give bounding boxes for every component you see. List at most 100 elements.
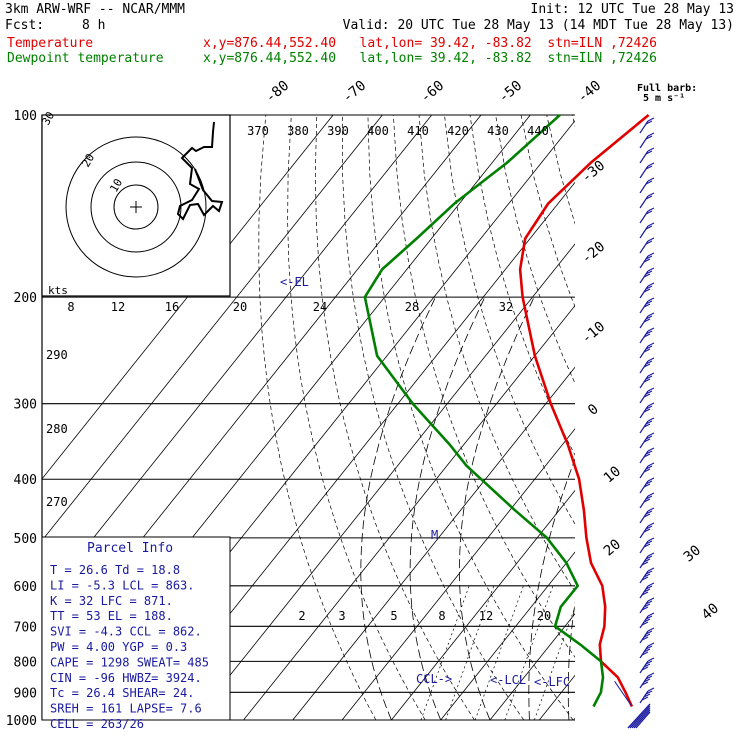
wind-barb-flag — [648, 688, 654, 691]
isotherm-label: -80 — [263, 78, 293, 107]
wind-barb-flag — [648, 313, 654, 316]
isotherm-label: -70 — [340, 78, 370, 107]
wind-barb-flag — [648, 328, 654, 331]
pressure-label: 100 — [14, 109, 37, 124]
isotherm-line — [391, 115, 740, 720]
wind-barb-flag — [648, 358, 654, 361]
theta-low-label: 290 — [46, 348, 68, 362]
theta-label: 370 — [247, 124, 269, 138]
valid-time: Valid: 20 UTC Tue 28 May 13 (14 MDT Tue … — [343, 18, 734, 33]
temperature-location: x,y=876.44,552.40 lat,lon= 39.42, -83.82… — [203, 36, 657, 51]
mixing-ratio-label: 2 — [298, 609, 305, 623]
wind-barb-flag — [648, 448, 654, 451]
wind-barb-flag — [648, 598, 654, 601]
isotherm-label: 0 — [585, 401, 602, 419]
theta-label: 440 — [527, 124, 549, 138]
wind-barb-flag — [648, 253, 654, 256]
wind-barb-flag — [648, 118, 654, 121]
wind-barb-flag — [648, 643, 654, 646]
mixing-ratio-label: 12 — [479, 609, 493, 623]
dry-adiabat — [572, 115, 740, 720]
wind-barb-flag — [648, 673, 654, 676]
theta-low-label: 270 — [46, 495, 68, 509]
dry-adiabat — [470, 115, 740, 720]
isotherm-line — [490, 115, 740, 720]
moist-adiabat — [647, 297, 740, 720]
ccl-label: CCL-> — [416, 672, 452, 686]
isotherm-label: 30 — [681, 542, 704, 565]
wind-barb-surface — [632, 708, 650, 728]
wind-barb-flag — [648, 343, 654, 346]
wind-barb-flag — [648, 478, 654, 481]
lfc-label: <-LFC — [534, 675, 570, 689]
wind-barb-flag — [648, 568, 654, 571]
wind-barb — [640, 181, 648, 193]
pressure-label: 500 — [14, 532, 37, 547]
wind-barb-flag — [648, 523, 654, 526]
wind-barb-flag — [648, 433, 654, 436]
pressure-label: 600 — [14, 580, 37, 595]
wind-barb-flag — [648, 583, 654, 586]
pressure-label: 800 — [14, 655, 37, 670]
wind-barb-flag — [648, 493, 654, 496]
wind-barb-flag — [648, 508, 654, 511]
wind-barb — [640, 166, 648, 178]
mixing-ratio-label: 5 — [390, 609, 397, 623]
theta-label: 420 — [447, 124, 469, 138]
wind-barb-flag — [648, 658, 654, 661]
theta-label: 410 — [407, 124, 429, 138]
temperature-legend: Temperature — [7, 36, 93, 51]
wind-barb-flag — [648, 388, 654, 391]
dry-adiabat — [259, 115, 376, 720]
parcel-row: CELL = 263/26 — [50, 717, 144, 731]
hodograph-speed-label: 28 — [405, 300, 419, 314]
wind-barb-flag — [648, 268, 654, 271]
isotherm-line — [589, 115, 740, 720]
wind-barb — [640, 151, 648, 163]
theta-label: 390 — [327, 124, 349, 138]
pressure-label: 1000 — [6, 714, 37, 729]
wind-barb-flag — [648, 538, 654, 541]
dry-adiabat — [598, 115, 740, 720]
wind-barb — [640, 226, 648, 238]
m-marker: M — [431, 528, 438, 542]
theta-label: 430 — [487, 124, 509, 138]
wind-barb — [640, 211, 648, 223]
full-barb-units: 5 m s⁻¹ — [643, 93, 685, 104]
theta-label: 380 — [287, 124, 309, 138]
wind-barb-flag — [648, 463, 654, 466]
parcel-row: PW = 4.00 YGP = 0.3 — [50, 640, 187, 654]
hodograph-speed-label: 16 — [165, 300, 179, 314]
dry-adiabat — [496, 115, 740, 720]
wind-barb-flag — [648, 238, 654, 241]
el-label: <-EL — [280, 275, 309, 289]
hodograph-kts-label: kts — [48, 284, 68, 297]
wind-barb — [640, 241, 648, 253]
isotherm-label: -50 — [496, 78, 526, 107]
moist-adiabat — [568, 297, 692, 720]
hodograph-speed-label: 8 — [67, 300, 74, 314]
wind-barb-flag — [648, 163, 654, 166]
isotherm-line — [244, 115, 728, 720]
theta-low-label: 280 — [46, 422, 68, 436]
isotherm-label: -10 — [579, 319, 609, 348]
moist-adiabat — [410, 297, 485, 720]
wind-barb-flag — [648, 403, 654, 406]
model-title: 3km ARW-WRF -- NCAR/MMM — [5, 2, 185, 17]
mixing-ratio-label: 8 — [438, 609, 445, 623]
parcel-title: Parcel Info — [87, 541, 173, 556]
wind-barb — [640, 121, 648, 133]
isotherm-label: -30 — [579, 158, 609, 187]
isotherm-line — [638, 115, 740, 720]
moist-adiabat — [529, 297, 653, 720]
forecast-label: Fcst: — [5, 18, 44, 33]
parcel-row: TT = 53 EL = 188. — [50, 609, 173, 623]
parcel-row: CAPE = 1298 SWEAT= 485 — [50, 655, 209, 669]
wind-barb-flag — [648, 193, 654, 196]
hodograph-speed-label: 32 — [499, 300, 513, 314]
init-time: Init: 12 UTC Tue 28 May 13 — [531, 2, 735, 17]
wind-barb-flag — [648, 178, 654, 181]
wind-barb — [640, 136, 648, 148]
